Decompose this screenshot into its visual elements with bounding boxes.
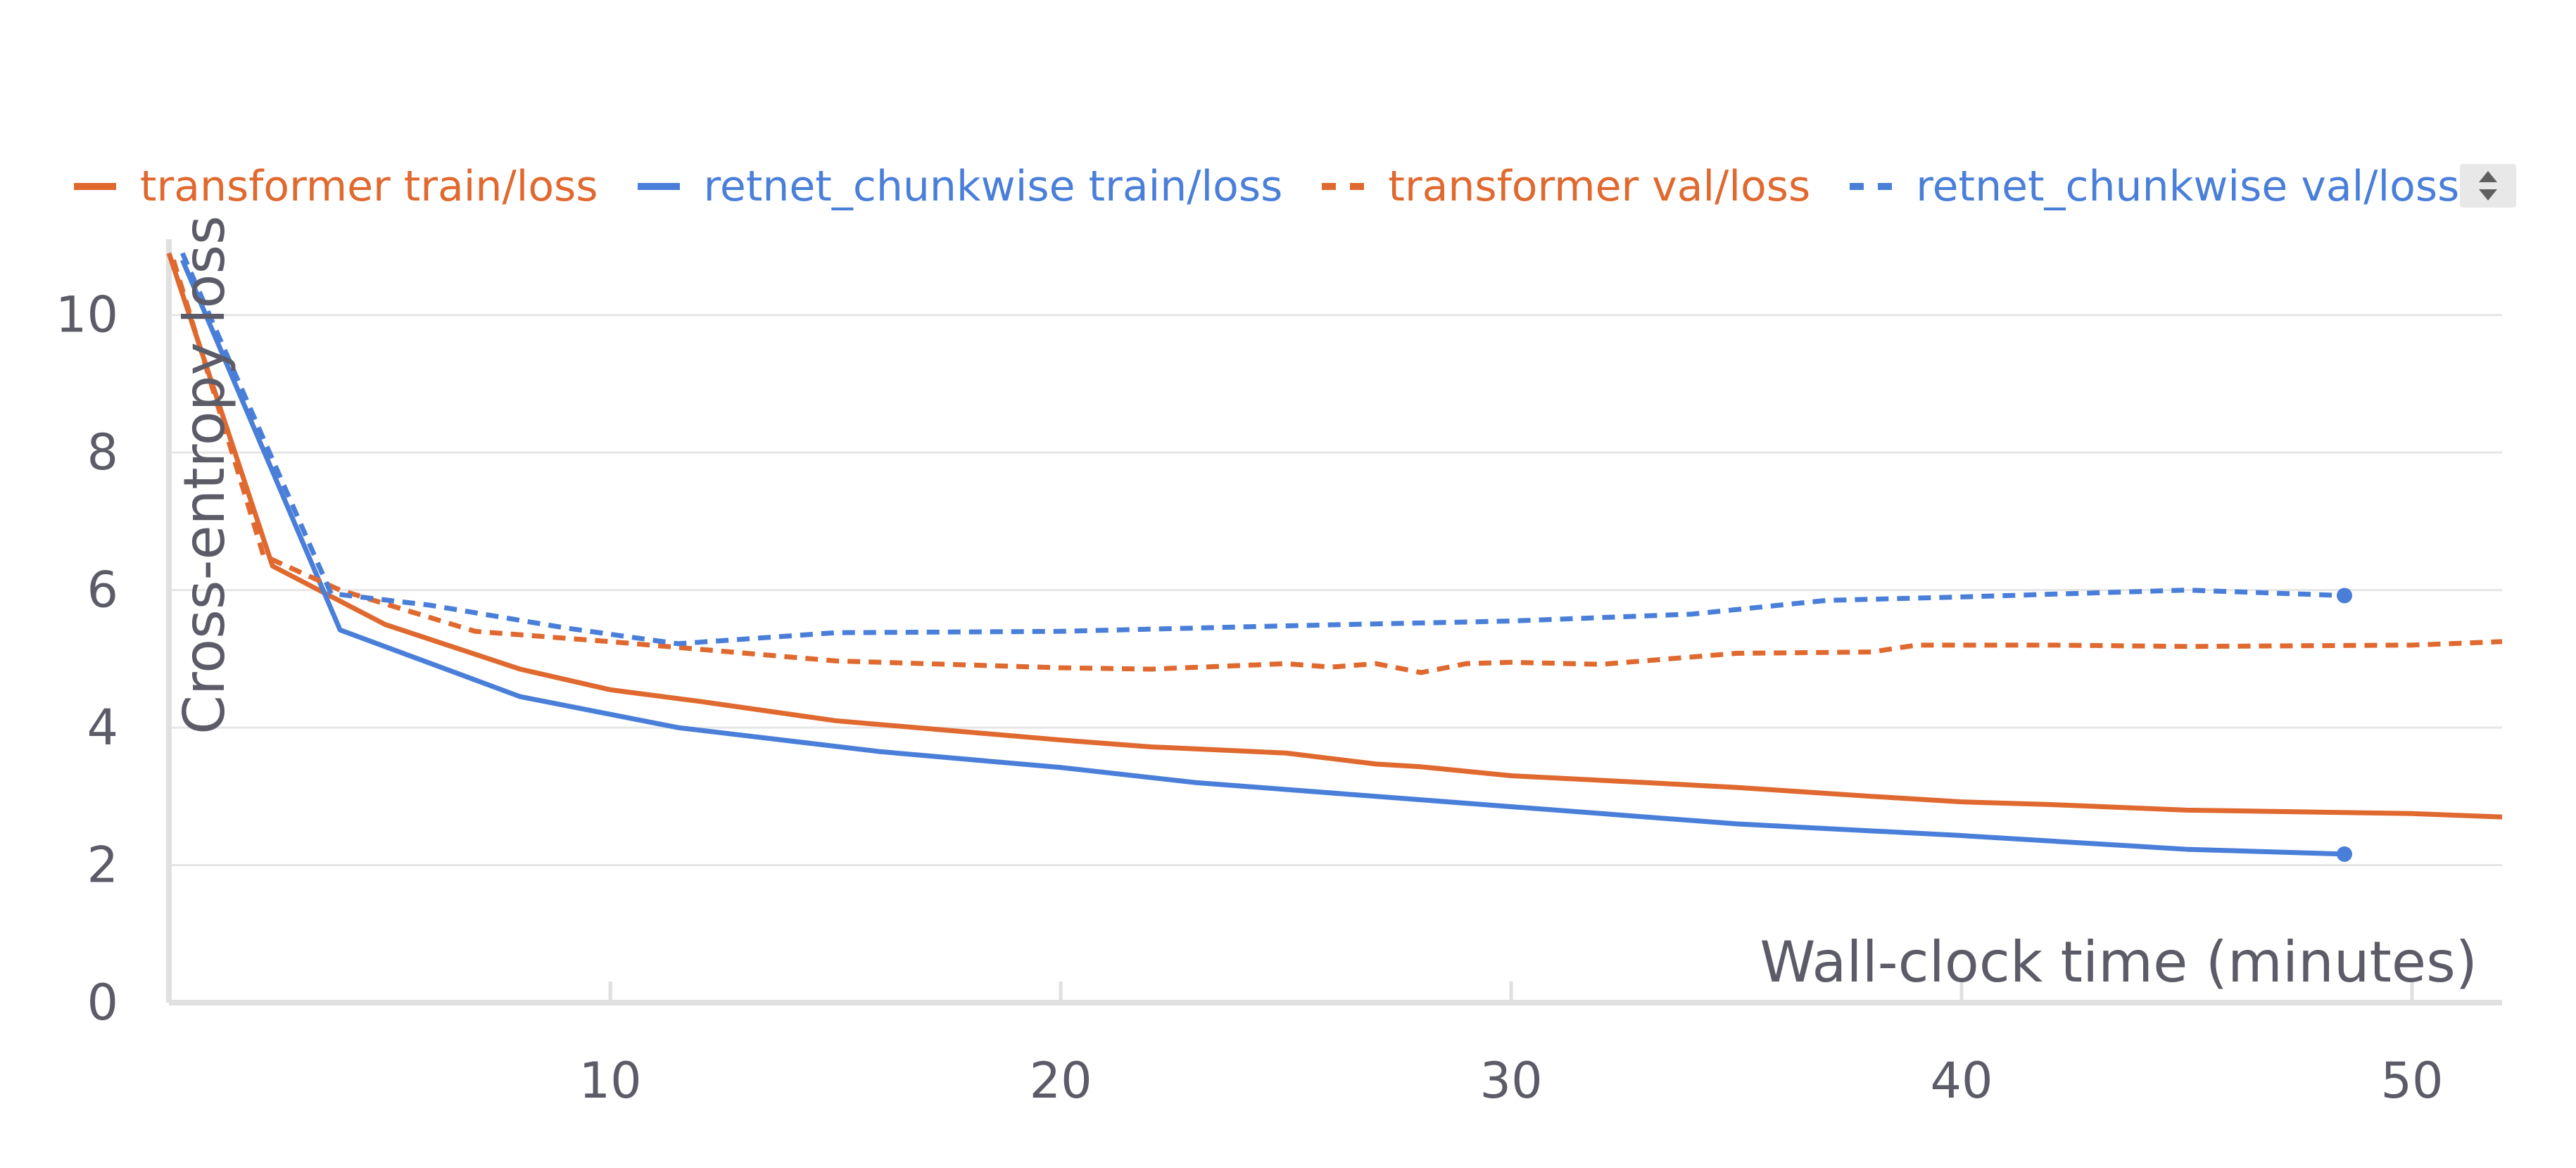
legend-label: transformer val/loss — [1388, 162, 1811, 211]
legend-label: retnet_chunkwise train/loss — [703, 162, 1283, 211]
x-tick-label: 50 — [2380, 1052, 2443, 1110]
legend-item-retnet-val[interactable]: retnet_chunkwise val/loss — [1850, 165, 2459, 208]
x-tick-label: 20 — [1030, 1052, 1092, 1110]
y-tick-label: 10 — [56, 286, 118, 344]
y-tick-label: 2 — [87, 837, 118, 894]
y-tick-label: 6 — [87, 561, 118, 619]
series-line — [171, 259, 2503, 675]
legend-label: retnet_chunkwise val/loss — [1916, 162, 2460, 211]
legend-swatch — [637, 183, 680, 190]
y-axis-label: Cross-entropy loss — [172, 215, 237, 735]
series-end-marker — [2337, 846, 2353, 862]
legend-swatch — [74, 183, 116, 190]
legend-swatch — [1850, 183, 1893, 190]
scroll-up-down-icon[interactable] — [2460, 164, 2516, 208]
legend-label: transformer train/loss — [140, 162, 598, 211]
y-tick-label: 0 — [87, 974, 118, 1031]
legend: transformer train/loss retnet_chunkwise … — [74, 158, 2499, 215]
legend-swatch — [1322, 183, 1365, 190]
series-line — [166, 252, 2503, 820]
legend-item-transformer-train[interactable]: transformer train/loss — [74, 165, 598, 208]
series-line — [179, 259, 2345, 857]
x-tick-label: 40 — [1931, 1052, 1993, 1110]
x-axis-label: Wall-clock time (minutes) — [1760, 929, 2477, 995]
series-line — [179, 252, 2345, 647]
series-end-marker — [2337, 588, 2353, 604]
x-tick-label: 30 — [1480, 1052, 1543, 1110]
legend-item-transformer-val[interactable]: transformer val/loss — [1322, 165, 1810, 208]
y-tick-label: 8 — [87, 424, 118, 481]
x-tick-label: 10 — [579, 1052, 642, 1110]
y-tick-label: 4 — [87, 699, 118, 756]
legend-item-retnet-train[interactable]: retnet_chunkwise train/loss — [637, 162, 1283, 211]
